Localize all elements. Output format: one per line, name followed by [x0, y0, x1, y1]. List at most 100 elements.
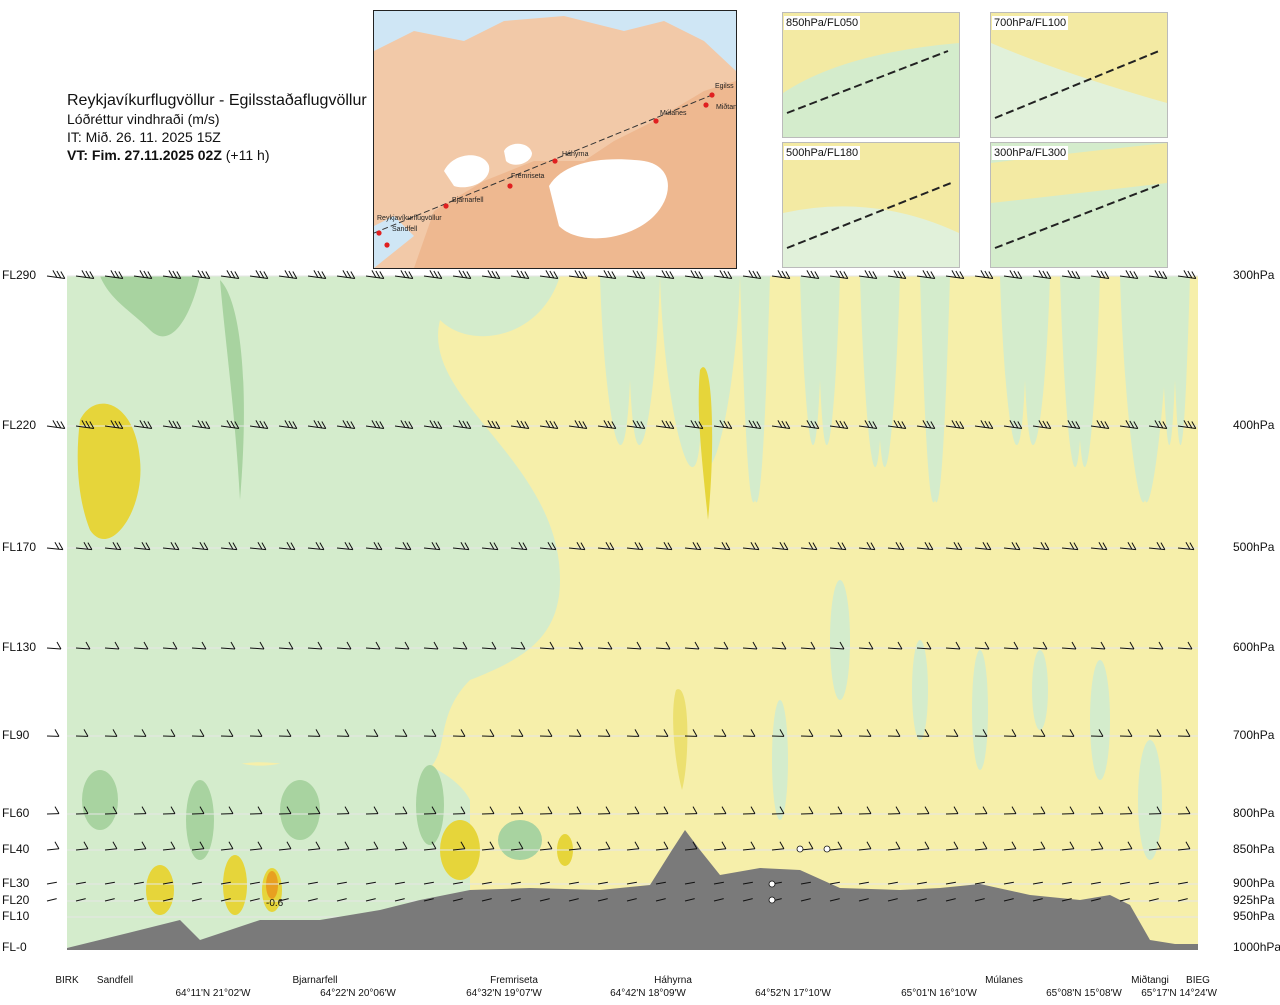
wind-barb — [1003, 806, 1017, 815]
wind-barb — [684, 729, 698, 737]
wind-barb — [1090, 881, 1101, 885]
right-axis-label: 900hPa — [1233, 876, 1275, 890]
wind-barb — [887, 270, 907, 280]
wind-barb — [423, 881, 434, 885]
wind-barb — [307, 841, 321, 851]
wind-barb — [829, 841, 843, 851]
wind-barb — [75, 270, 95, 280]
coordinate-label: 64°22'N 20°06'W — [320, 988, 396, 999]
wind-barb — [104, 542, 122, 551]
wind-barb — [481, 420, 501, 430]
left-axis-label: FL40 — [2, 842, 30, 856]
wind-barb — [1119, 729, 1133, 737]
wind-barb — [887, 806, 901, 815]
waypoint-label: Múlanes — [985, 975, 1023, 986]
wind-barb — [713, 881, 724, 885]
wind-barb — [394, 641, 410, 650]
coordinate-label: 65°01'N 16°10'W — [901, 988, 977, 999]
wind-barb — [75, 641, 91, 650]
wind-barb — [713, 641, 729, 650]
field-orange-cell — [266, 871, 278, 899]
inset-850hpa: 850hPa/FL050 — [782, 12, 960, 138]
left-axis-label: FL130 — [2, 640, 37, 654]
wind-barb — [336, 898, 347, 902]
wind-barb — [249, 729, 263, 737]
wind-barb — [858, 881, 869, 885]
wind-barb — [1061, 729, 1075, 737]
wind-barb — [916, 420, 936, 430]
wind-barb — [626, 898, 637, 902]
wind-barb — [1119, 898, 1130, 902]
wind-barb — [1061, 542, 1079, 551]
wind-barb — [249, 841, 263, 851]
wind-barb — [742, 729, 756, 737]
route-line — [374, 94, 713, 234]
wind-barb — [1177, 420, 1197, 430]
field-green-plume — [220, 280, 244, 500]
wind-barb — [75, 898, 86, 902]
station-markers: Reykjavíkurflugvöllur Sandfell Bjarnarfell… — [376, 83, 736, 248]
wind-barb — [46, 898, 57, 902]
wind-barb — [539, 729, 553, 737]
station-dot — [384, 242, 390, 248]
wind-barb — [1032, 270, 1052, 280]
wind-barb — [684, 898, 695, 902]
coordinate-label: 64°42'N 18°09'W — [610, 988, 686, 999]
field-yellow-column-low — [673, 689, 688, 790]
station-label: Fremriseta — [511, 173, 545, 180]
wind-barb — [307, 898, 318, 902]
terrain-fill — [67, 830, 1198, 950]
wind-barb — [945, 729, 959, 737]
wind-barb — [336, 542, 354, 551]
field-green-core — [100, 276, 200, 337]
wind-barb — [945, 841, 959, 851]
wind-barb — [394, 542, 412, 551]
route-title: Reykjavíkurflugvöllur - Egilsstaðaflugvö… — [67, 92, 367, 109]
waypoint-label: Háhyrna — [654, 975, 692, 986]
wind-barb — [568, 881, 579, 885]
wind-barb — [394, 841, 408, 851]
field-green-west — [67, 276, 560, 798]
wind-barb — [1061, 841, 1075, 851]
issue-time: IT: Mið. 26. 11. 2025 15Z — [67, 129, 221, 145]
wind-barb — [713, 542, 731, 551]
wind-barb — [75, 729, 89, 737]
right-axis-label: 300hPa — [1233, 268, 1275, 282]
wind-barb — [539, 641, 555, 650]
wind-barb — [1177, 641, 1193, 650]
wind-barb — [568, 729, 582, 737]
wind-barb — [742, 542, 760, 551]
wind-barb — [1090, 898, 1101, 902]
wind-barb — [829, 641, 845, 650]
field-green-strip — [972, 650, 988, 770]
wind-barb — [191, 420, 211, 430]
wind-barb — [742, 270, 762, 280]
wind-barb — [423, 542, 441, 551]
wind-barb — [858, 641, 874, 650]
wind-barb — [365, 729, 379, 737]
inset-700hpa-label: 700hPa/FL100 — [992, 16, 1069, 30]
field-green-column — [860, 276, 900, 468]
wind-barb — [626, 806, 640, 815]
wind-barb — [597, 641, 613, 650]
wind-barb — [220, 806, 234, 815]
wind-barb — [162, 641, 178, 650]
wind-barb — [1032, 841, 1046, 851]
wind-barb — [742, 898, 753, 902]
wind-barb — [162, 841, 176, 851]
wind-barb — [1148, 270, 1168, 280]
wind-barb — [394, 729, 408, 737]
wind-barb — [481, 542, 499, 551]
route-map: Reykjavíkurflugvöllur Sandfell Bjarnarfell… — [373, 10, 737, 269]
valid-time-lead: (+11 h) — [225, 147, 270, 163]
wind-barb — [1090, 270, 1110, 280]
wind-barb — [220, 729, 234, 737]
wind-barb — [1003, 729, 1017, 737]
wind-barb — [162, 270, 182, 280]
inset-300hpa-svg — [991, 143, 1167, 267]
wind-barb — [597, 420, 617, 430]
cross-section-plot: -0.6 — [46, 270, 1198, 950]
inset-300hpa: 300hPa/FL300 — [990, 142, 1168, 268]
wind-barb — [75, 420, 95, 430]
wind-barb — [568, 420, 588, 430]
